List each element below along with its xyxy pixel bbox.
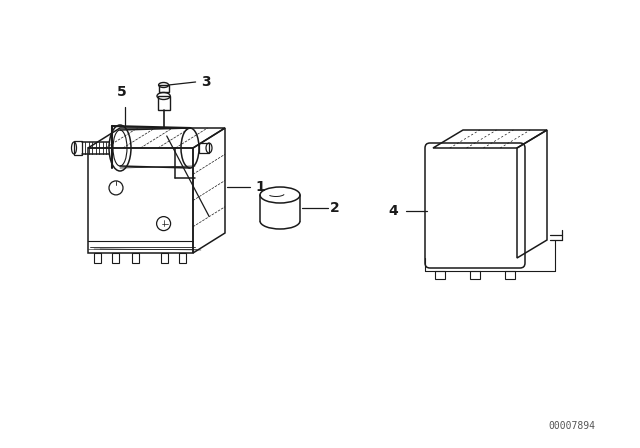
- Bar: [94, 253, 101, 263]
- Text: 2: 2: [330, 201, 340, 215]
- Text: 4: 4: [388, 204, 398, 218]
- Bar: [132, 253, 139, 263]
- Bar: [505, 271, 515, 279]
- Bar: [470, 271, 480, 279]
- Bar: [161, 253, 168, 263]
- Bar: [112, 253, 119, 263]
- Bar: [179, 253, 186, 263]
- Bar: [435, 271, 445, 279]
- Bar: [199, 143, 209, 153]
- Text: 1: 1: [255, 180, 265, 194]
- Text: 3: 3: [202, 75, 211, 89]
- Bar: [157, 96, 170, 110]
- Text: 00007894: 00007894: [548, 421, 595, 431]
- Text: 5: 5: [117, 85, 127, 99]
- Bar: [159, 85, 168, 92]
- Bar: [74, 141, 82, 155]
